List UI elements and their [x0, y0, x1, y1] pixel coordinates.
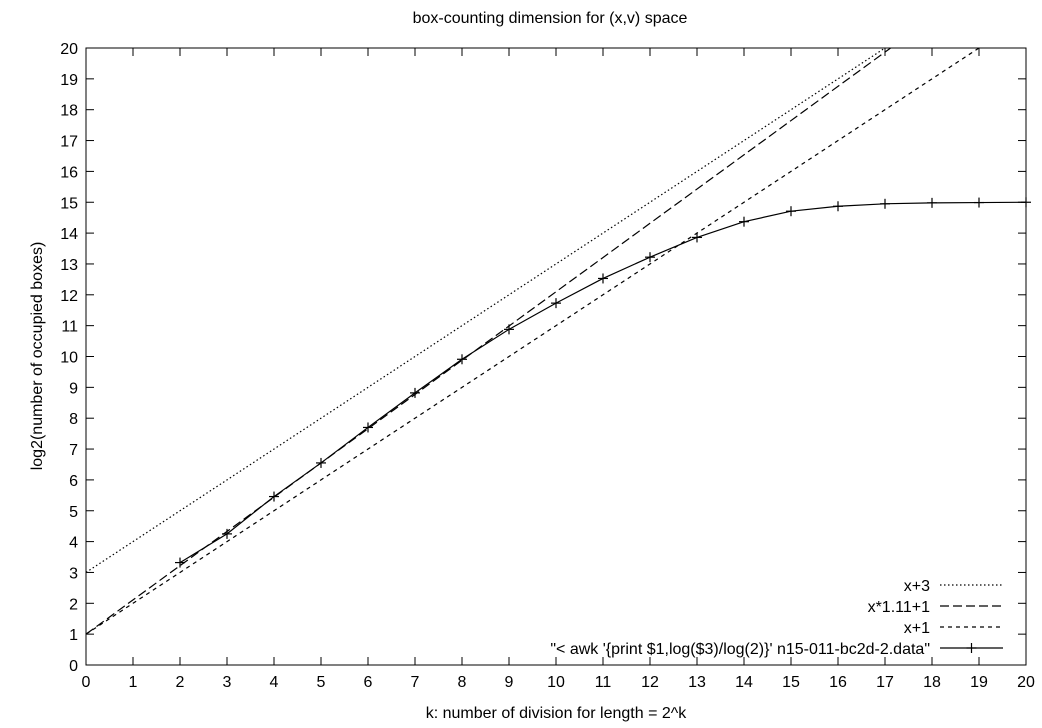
chart-title: box-counting dimension for (x,v) space: [413, 10, 688, 27]
y-tick-label: 6: [69, 473, 78, 490]
x-tick-label: 12: [641, 674, 659, 691]
y-tick-label: 7: [69, 442, 78, 459]
legend-label: x+3: [904, 578, 930, 595]
legend: x+3 x*1.11+1 x+1 "< awk '{print $1,log($3)/…: [550, 578, 1003, 658]
y-tick-label: 18: [60, 103, 78, 120]
data-point: [316, 457, 326, 468]
x-tick-label: 14: [735, 674, 753, 691]
legend-label: x*1.11+1: [868, 599, 931, 616]
plot-frame: [85, 47, 1027, 666]
y-tick-label: 5: [69, 504, 78, 521]
x-tick-label: 1: [129, 674, 138, 691]
x-tick-label: 17: [876, 674, 894, 691]
data-point: [363, 422, 373, 433]
data-point: [504, 324, 514, 335]
y-axis-label: log2(number of occupied boxes): [29, 242, 46, 471]
x-tick-label: 9: [505, 674, 514, 691]
x-tick-label: 7: [411, 674, 420, 691]
y-tick-label: 1: [69, 627, 78, 644]
y-tick-label: 11: [61, 319, 78, 336]
data-point: [457, 354, 467, 365]
x-tick-label: 11: [595, 674, 612, 691]
data-point: [974, 197, 984, 208]
series-line-3: [85, 47, 980, 635]
x-axis-label: k: number of division for length = 2^k: [426, 705, 688, 722]
legend-label: x+1: [904, 620, 930, 637]
series-line-2: [85, 47, 891, 635]
y-tick-label: 3: [69, 565, 78, 582]
y-tick-label: 12: [60, 288, 78, 305]
y-tick-label: 17: [60, 134, 78, 151]
legend-item: x+1: [904, 620, 1003, 637]
data-point: [222, 528, 232, 539]
y-tick-label: 15: [60, 195, 78, 212]
y-tick-label: 0: [69, 658, 78, 675]
y-tick-label: 20: [60, 41, 78, 58]
x-tick-label: 20: [1017, 674, 1035, 691]
ticks-layer: 0 1 2 3 4 5 6 7 8 9 10 11 12 13 14 15 16 17 18 19 2001234567…: [60, 41, 1035, 691]
x-tick-label: 15: [782, 674, 800, 691]
x-tick-label: 13: [688, 674, 706, 691]
y-tick-label: 4: [69, 535, 78, 552]
y-tick-label: 10: [60, 350, 78, 367]
x-tick-label: 6: [364, 674, 373, 691]
x-tick-label: 10: [547, 674, 565, 691]
data-point: [833, 201, 843, 212]
x-tick-label: 2: [176, 674, 185, 691]
data-point: [269, 491, 279, 502]
series-line-1: [85, 47, 886, 573]
y-tick-label: 2: [69, 596, 78, 613]
data-point: [598, 273, 608, 284]
y-tick-label: 16: [60, 164, 78, 181]
data-point: [927, 197, 937, 208]
data-point: [175, 557, 185, 568]
y-tick-label: 13: [60, 257, 78, 274]
y-tick-label: 8: [69, 411, 78, 428]
legend-item: x+3: [904, 578, 1003, 595]
x-tick-label: 16: [829, 674, 847, 691]
y-tick-label: 9: [69, 380, 78, 397]
data-point: [880, 198, 890, 209]
legend-label: "< awk '{print $1,log($3)/log(2)}' n15-0…: [550, 641, 930, 658]
x-tick-label: 18: [923, 674, 941, 691]
y-tick-label: 14: [60, 226, 78, 243]
x-tick-label: 0: [82, 674, 91, 691]
x-tick-label: 8: [458, 674, 467, 691]
legend-item: x*1.11+1: [868, 599, 1003, 616]
data-point: [786, 206, 796, 217]
y-tick-label: 19: [60, 72, 78, 89]
data-point: [692, 232, 702, 243]
legend-item: "< awk '{print $1,log($3)/log(2)}' n15-0…: [550, 641, 1003, 658]
data-point: [410, 387, 420, 398]
data-point: [645, 252, 655, 263]
data-point: [739, 216, 749, 227]
x-tick-label: 19: [970, 674, 988, 691]
x-tick-label: 3: [223, 674, 232, 691]
x-tick-label: 4: [270, 674, 279, 691]
x-tick-label: 5: [317, 674, 326, 691]
data-point: [551, 298, 561, 309]
